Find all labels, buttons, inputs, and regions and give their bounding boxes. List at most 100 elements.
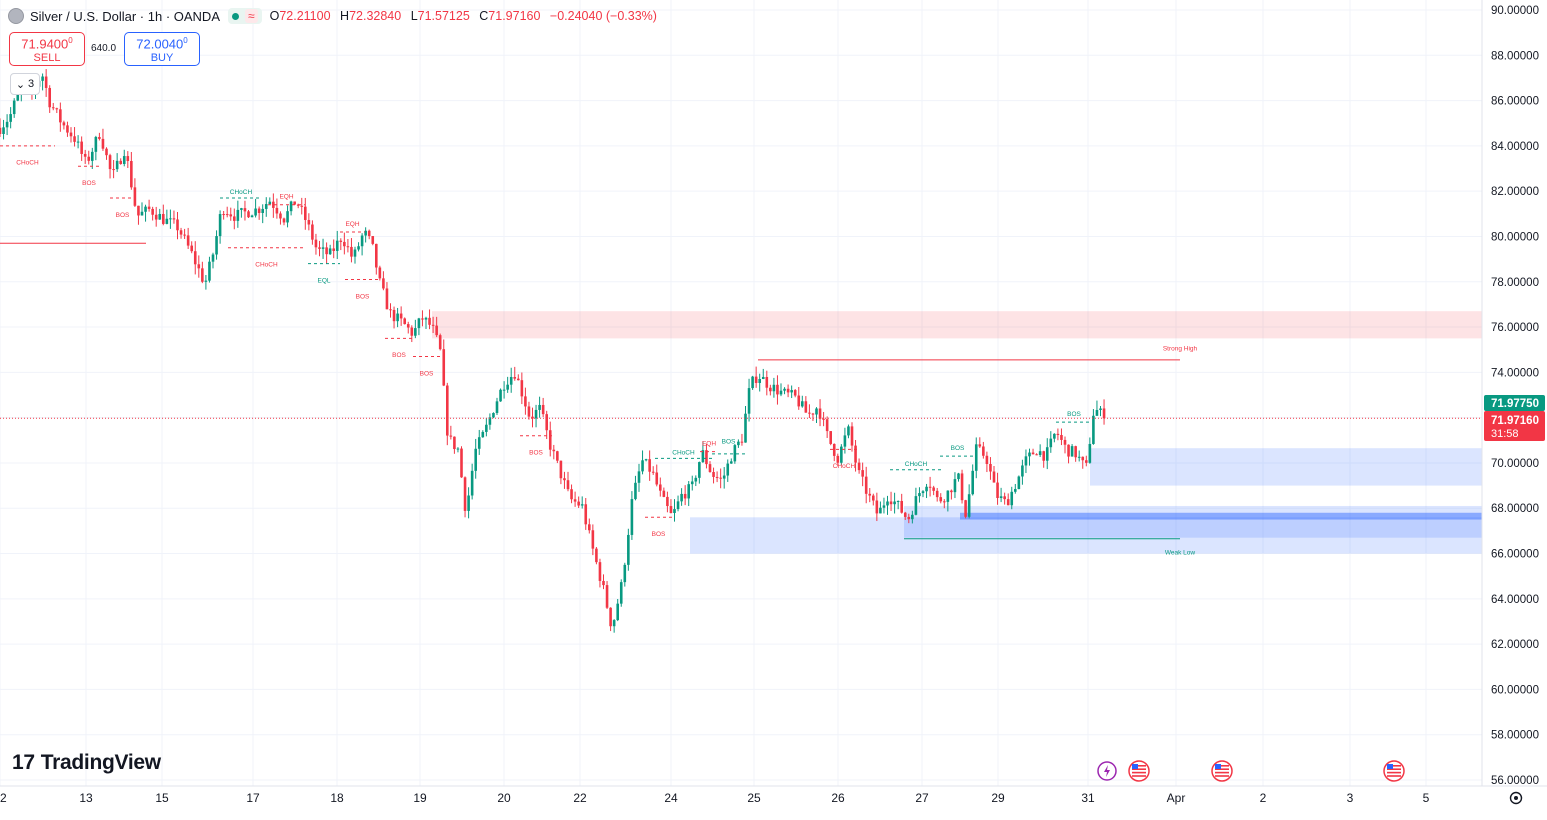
candle-body[interactable] <box>843 435 847 447</box>
candle-body[interactable] <box>215 236 218 255</box>
candle-body[interactable] <box>321 247 325 249</box>
candle-body[interactable] <box>864 476 868 494</box>
candle-body[interactable] <box>314 239 318 248</box>
candle-body[interactable] <box>818 408 822 419</box>
candle-body[interactable] <box>651 471 655 473</box>
candle-body[interactable] <box>634 482 637 500</box>
candle-body[interactable] <box>69 132 73 137</box>
candle-body[interactable] <box>875 500 879 514</box>
demand-zone[interactable] <box>690 517 1482 554</box>
candle-body[interactable] <box>896 500 900 502</box>
candle-body[interactable] <box>744 413 747 443</box>
candle-body[interactable] <box>627 534 630 565</box>
candle-body[interactable] <box>222 214 225 216</box>
candle-body[interactable] <box>1060 435 1063 440</box>
candle-body[interactable] <box>996 482 999 499</box>
indicators-collapse-button[interactable]: ⌄ 3 <box>10 73 40 95</box>
candle-body[interactable] <box>449 435 453 437</box>
candle-body[interactable] <box>776 384 779 395</box>
candle-body[interactable] <box>943 501 946 503</box>
candle-body[interactable] <box>683 493 687 499</box>
candle-body[interactable] <box>623 564 627 583</box>
candle-body[interactable] <box>854 445 857 463</box>
candle-body[interactable] <box>80 141 83 154</box>
candle-body[interactable] <box>534 409 538 419</box>
candle-body[interactable] <box>115 160 119 170</box>
candle-body[interactable] <box>186 235 190 246</box>
candle-body[interactable] <box>467 495 470 511</box>
candle-body[interactable] <box>1088 443 1092 463</box>
candle-body[interactable] <box>343 241 346 247</box>
candle-body[interactable] <box>151 208 154 215</box>
candle-body[interactable] <box>1035 454 1038 456</box>
candle-body[interactable] <box>1042 451 1045 461</box>
candle-body[interactable] <box>801 401 804 407</box>
candle-body[interactable] <box>889 501 893 505</box>
candle-body[interactable] <box>879 507 882 514</box>
candle-body[interactable] <box>517 378 520 381</box>
candle-body[interactable] <box>371 236 375 244</box>
candle-body[interactable] <box>989 463 992 472</box>
candle-body[interactable] <box>630 499 634 535</box>
candle-body[interactable] <box>708 464 712 473</box>
candle-body[interactable] <box>552 449 556 452</box>
candle-body[interactable] <box>275 207 279 214</box>
current-price-tag[interactable] <box>1484 411 1545 441</box>
candle-body[interactable] <box>1024 456 1028 466</box>
candle-body[interactable] <box>1045 447 1049 461</box>
time-axis[interactable] <box>0 786 1547 815</box>
candle-body[interactable] <box>531 416 534 419</box>
candle-body[interactable] <box>520 380 524 397</box>
candle-body[interactable] <box>1070 446 1074 457</box>
candle-body[interactable] <box>857 462 861 471</box>
candle-body[interactable] <box>925 486 928 492</box>
candle-body[interactable] <box>335 240 339 251</box>
candle-body[interactable] <box>233 216 236 221</box>
candle-body[interactable] <box>211 254 215 262</box>
candle-body[interactable] <box>772 384 776 392</box>
candle-body[interactable] <box>268 201 272 205</box>
tradingview-logo[interactable]: 17 TradingView <box>12 751 161 775</box>
candle-body[interactable] <box>76 141 80 143</box>
candle-body[interactable] <box>1095 410 1099 416</box>
candle-body[interactable] <box>1017 476 1021 490</box>
candle-body[interactable] <box>786 388 790 393</box>
candle-body[interactable] <box>900 500 903 513</box>
candle-body[interactable] <box>1074 446 1077 458</box>
candle-body[interactable] <box>375 243 378 268</box>
candle-body[interactable] <box>385 288 389 310</box>
candle-body[interactable] <box>339 240 343 242</box>
buy-button[interactable]: 72.00400 BUY <box>124 32 200 66</box>
candle-body[interactable] <box>105 148 108 156</box>
candle-body[interactable] <box>1028 452 1031 457</box>
candle-body[interactable] <box>1081 456 1085 461</box>
candle-body[interactable] <box>960 473 964 501</box>
candle-body[interactable] <box>783 388 786 391</box>
candle-body[interactable] <box>588 524 591 531</box>
candle-body[interactable] <box>964 500 967 517</box>
candle-body[interactable] <box>424 317 428 320</box>
candle-body[interactable] <box>307 219 311 225</box>
candle-body[interactable] <box>754 376 758 383</box>
candle-body[interactable] <box>293 201 296 205</box>
candle-body[interactable] <box>761 376 765 380</box>
candle-body[interactable] <box>247 211 250 218</box>
candle-body[interactable] <box>353 249 357 257</box>
candle-body[interactable] <box>154 214 158 220</box>
candle-body[interactable] <box>541 404 545 415</box>
candle-body[interactable] <box>481 431 485 438</box>
candle-body[interactable] <box>974 444 978 471</box>
candle-body[interactable] <box>666 496 669 507</box>
candle-body[interactable] <box>477 437 481 449</box>
candle-body[interactable] <box>840 446 843 463</box>
candle-body[interactable] <box>257 208 261 213</box>
candle-body[interactable] <box>41 76 44 81</box>
candle-body[interactable] <box>957 473 960 480</box>
candle-body[interactable] <box>836 455 840 463</box>
candle-body[interactable] <box>850 426 854 446</box>
candle-body[interactable] <box>911 514 914 520</box>
candle-body[interactable] <box>325 247 328 255</box>
candle-body[interactable] <box>730 461 733 464</box>
candle-body[interactable] <box>147 206 151 209</box>
